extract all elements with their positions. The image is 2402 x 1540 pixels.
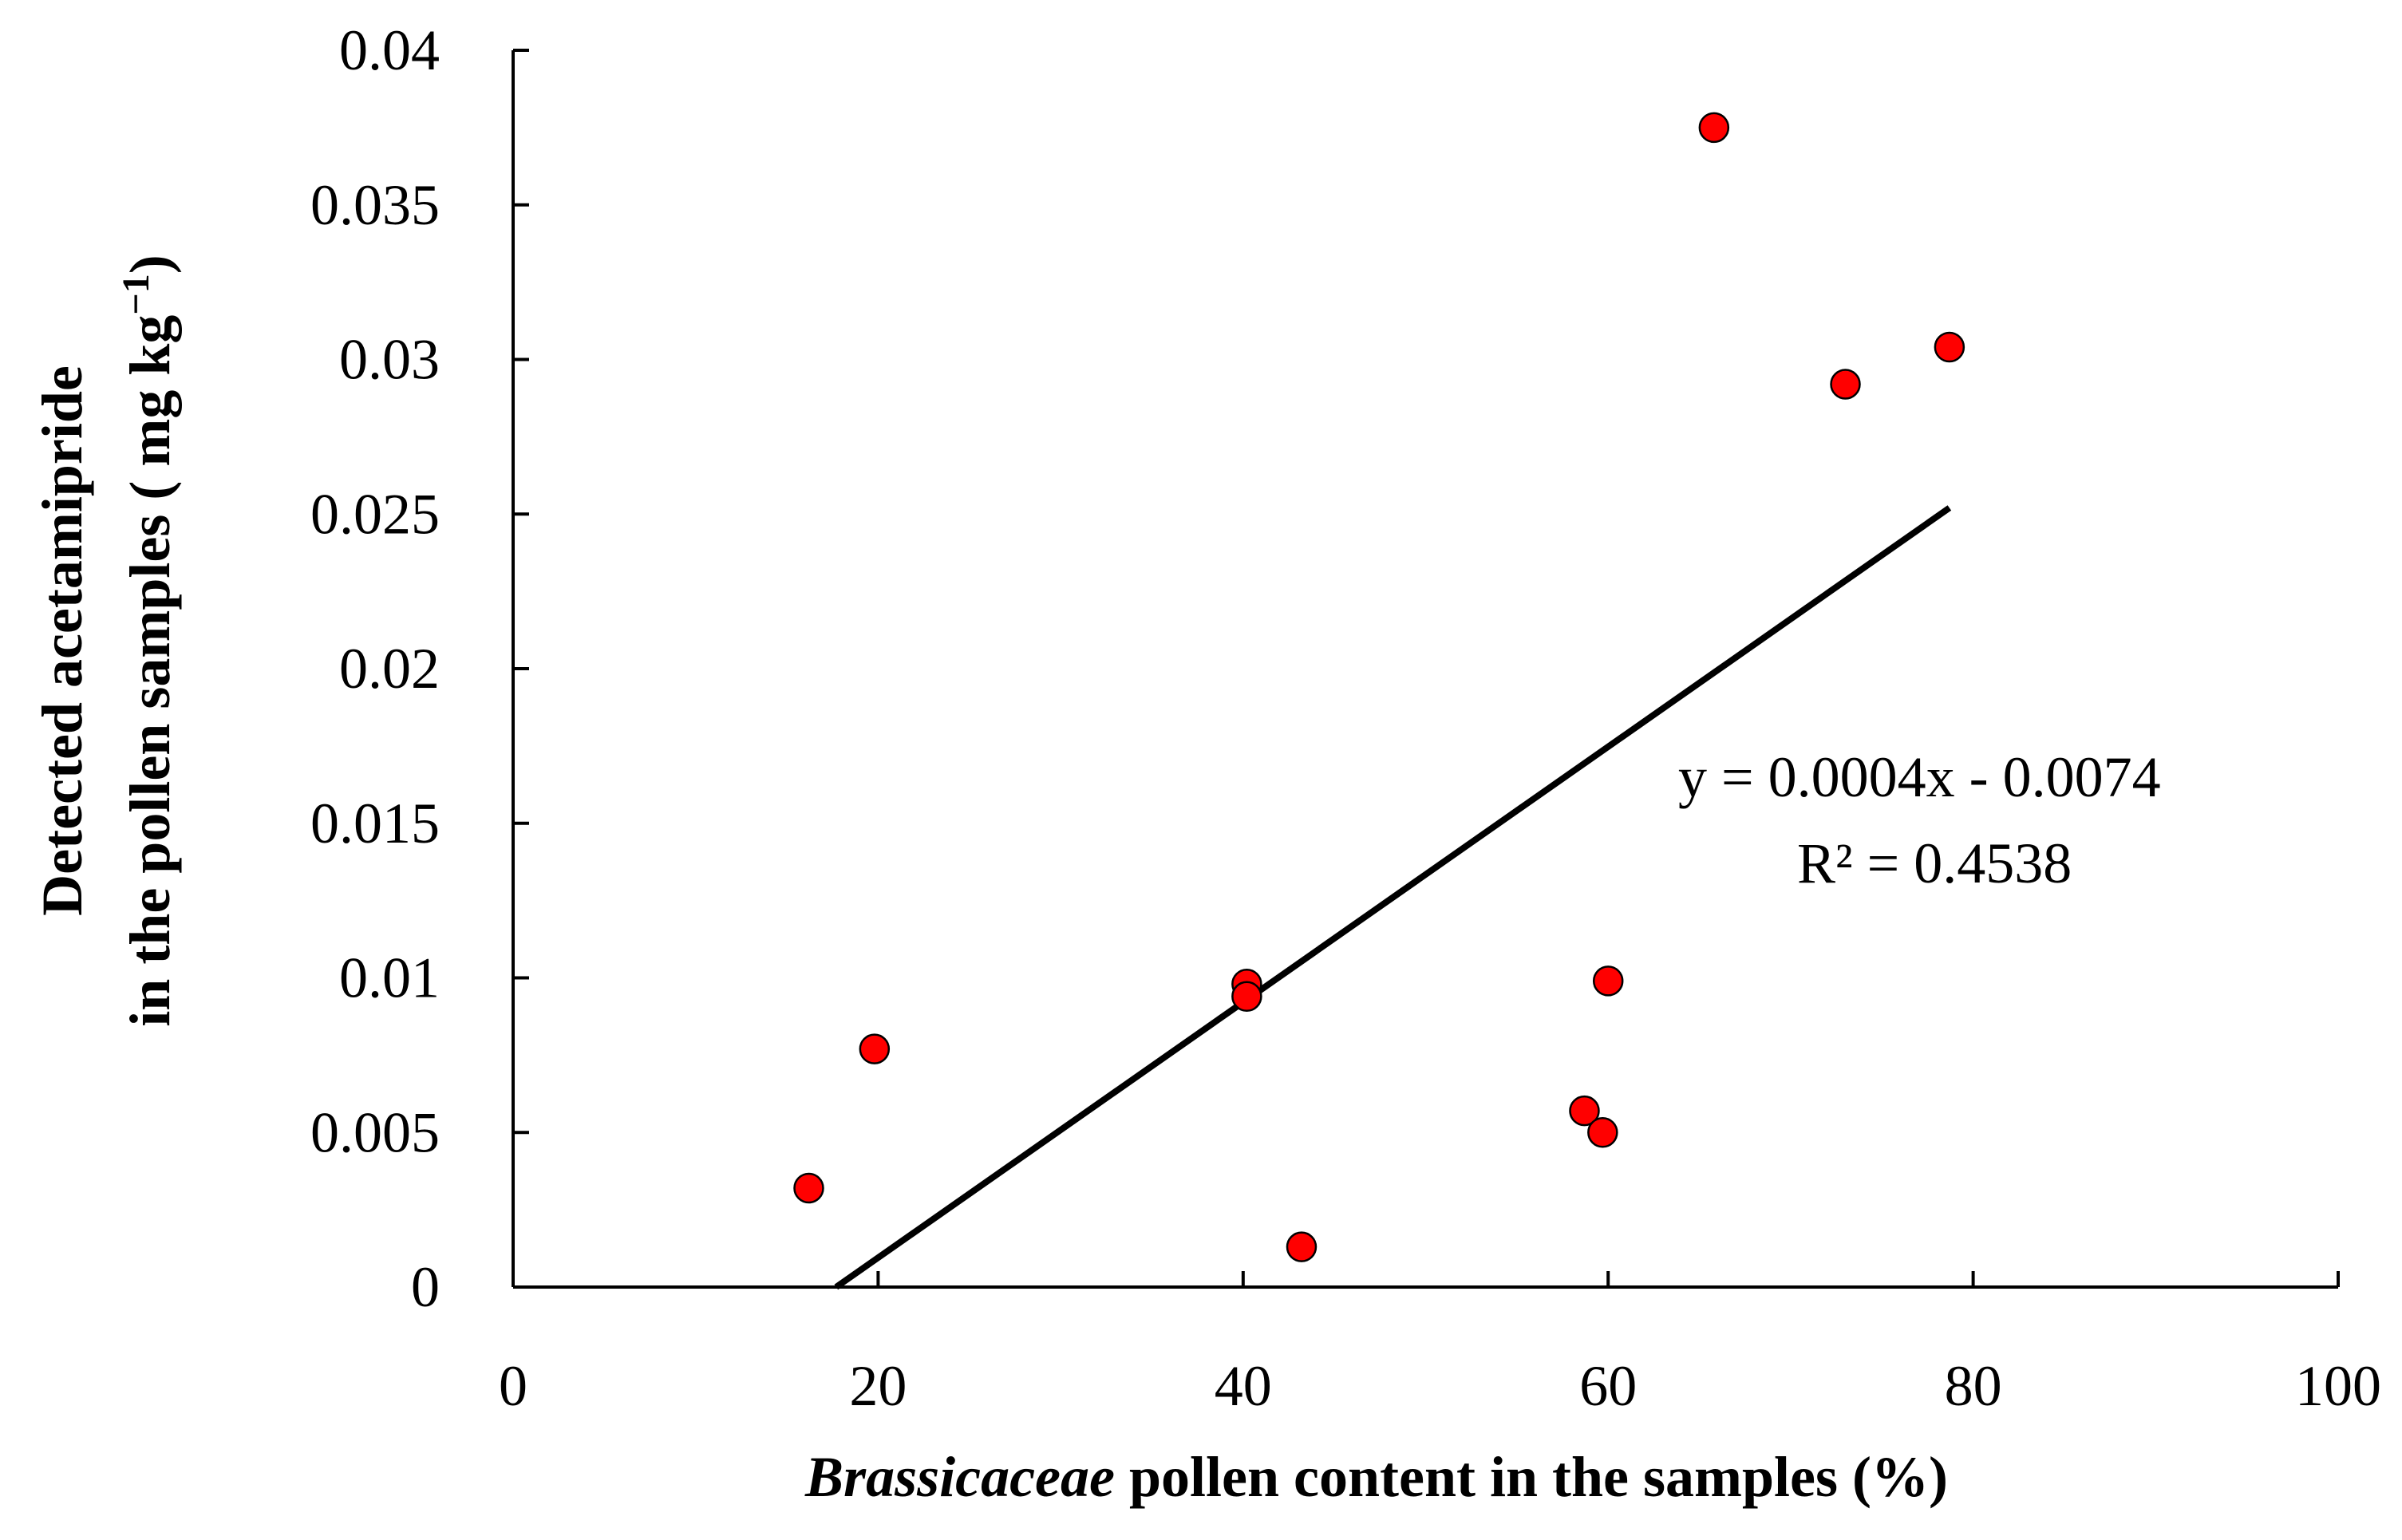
y-tick-label: 0.005: [310, 1100, 440, 1164]
trendline-equation: y = 0.0004x - 0.0074: [1678, 745, 2161, 809]
data-point: [1587, 1117, 1618, 1148]
x-axis-title-italic: Brassicaceae: [804, 1445, 1115, 1509]
y-axis-title-line2-end: ): [118, 255, 182, 274]
x-tick-label: 0: [499, 1354, 527, 1418]
y-tick-label: 0.02: [339, 637, 440, 701]
y-tick-label: 0.025: [310, 482, 440, 546]
y-tick-label: 0.03: [339, 328, 440, 392]
data-point: [1934, 331, 1965, 363]
ticks: 0 0.005 0.01 0.015 0.02 0.025 0.03 0.035 0.04 0 20…: [310, 18, 2381, 1418]
data-point: [1569, 1095, 1600, 1127]
data-point: [1286, 1231, 1318, 1262]
data-points: [793, 112, 1965, 1262]
trendline: [834, 505, 1952, 1290]
y-axis-title-line2-main: in the pollen samples ( mg kg: [118, 315, 182, 1027]
x-tick-label: 20: [849, 1354, 907, 1418]
y-axis-title-line1: Detected acetamipride: [30, 365, 94, 916]
data-point: [793, 1172, 824, 1204]
x-tick-label: 80: [1945, 1354, 2002, 1418]
data-point: [1698, 112, 1730, 144]
x-tick-label: 100: [2295, 1354, 2381, 1418]
trendline-group: [834, 505, 1952, 1290]
trendline-r-squared: R² = 0.4538: [1797, 831, 2072, 895]
x-tick-label: 40: [1215, 1354, 1272, 1418]
y-tick-label: 0.035: [310, 173, 440, 237]
y-axis-title-line2: in the pollen samples ( mg kg−1): [115, 255, 183, 1026]
y-tick-label: 0.04: [339, 18, 440, 82]
y-tick-label: 0.015: [310, 792, 440, 855]
y-axis-title-line2-superscript: −1: [115, 274, 157, 314]
y-tick-label: 0: [411, 1255, 440, 1319]
x-tick-label: 60: [1579, 1354, 1637, 1418]
data-point: [1830, 369, 1861, 400]
x-axis-title: Brassicaceae pollen content in the sampl…: [804, 1445, 1948, 1509]
data-point: [859, 1033, 891, 1064]
x-axis-title-rest: pollen content in the samples (%): [1115, 1445, 1948, 1509]
data-point: [1592, 965, 1624, 997]
y-tick-label: 0.01: [339, 946, 440, 1010]
axes: [512, 50, 2338, 1289]
data-point: [1231, 981, 1262, 1012]
